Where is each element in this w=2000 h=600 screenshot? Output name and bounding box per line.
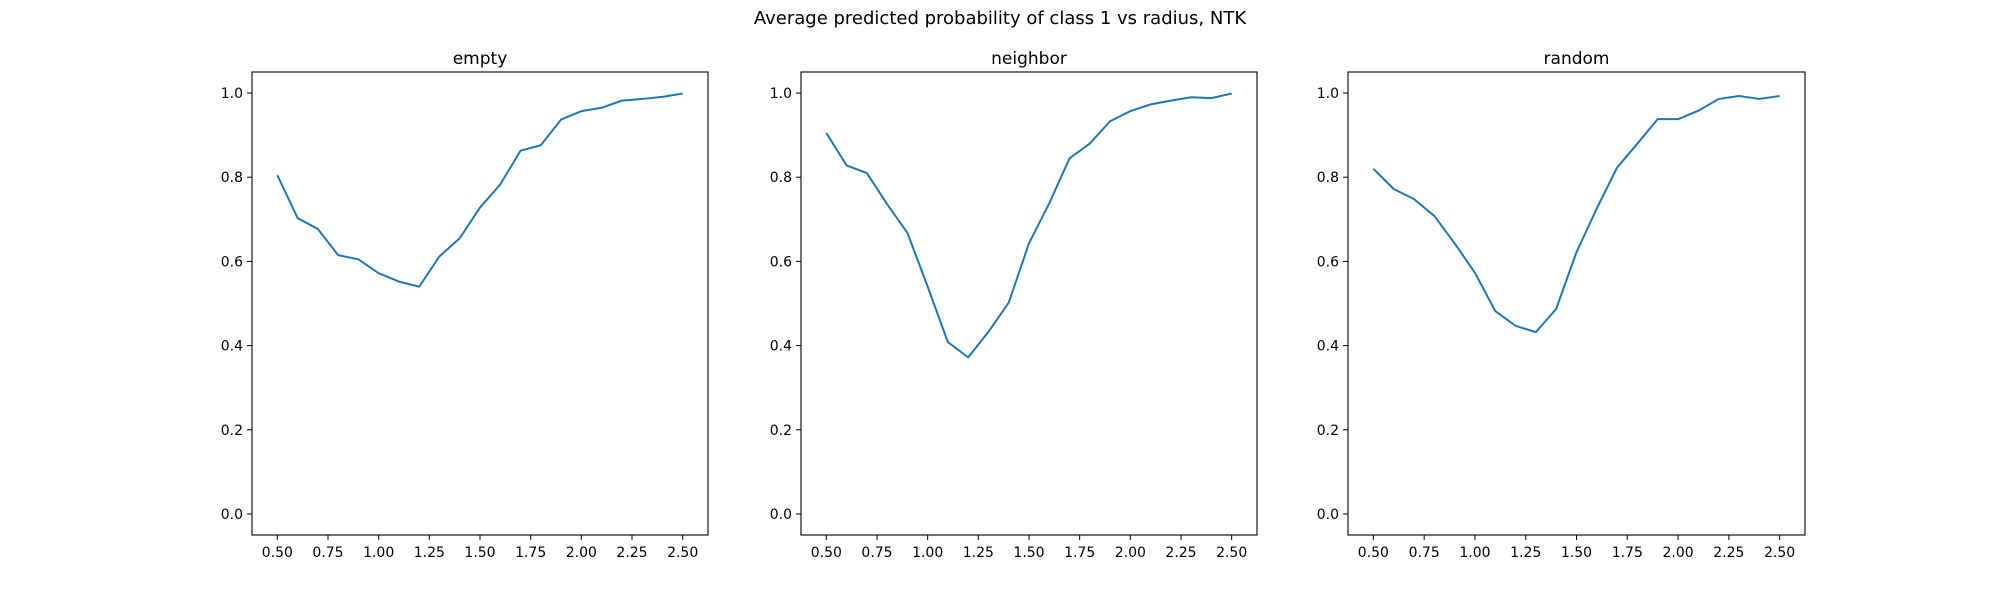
x-tick-label: 0.50	[1358, 545, 1389, 561]
y-tick-label: 0.0	[221, 507, 243, 523]
series-line-random	[1372, 94, 1780, 334]
y-tick-label: 0.4	[1317, 339, 1339, 355]
figure-suptitle: Average predicted probability of class 1…	[753, 8, 1247, 29]
y-tick-label: 0.4	[221, 339, 243, 355]
x-tick-label: 1.00	[1459, 545, 1490, 561]
x-tick-label: 2.50	[667, 545, 698, 561]
y-tick-label: 0.0	[770, 507, 792, 523]
x-tick-label: 2.00	[566, 545, 597, 561]
x-tick-label: 0.75	[861, 545, 892, 561]
y-tick-label: 0.2	[770, 423, 792, 439]
x-tick-label: 2.00	[1115, 545, 1146, 561]
x-tick-label: 2.50	[1764, 545, 1795, 561]
y-tick-label: 1.0	[1317, 86, 1339, 102]
x-tick-label: 1.75	[1064, 545, 1095, 561]
x-tick-label: 2.00	[1662, 545, 1693, 561]
axes-frame	[1347, 71, 1806, 536]
x-tick-label: 1.25	[414, 545, 445, 561]
y-tick-label: 0.6	[1317, 254, 1339, 270]
x-tick-label: 2.25	[1713, 545, 1744, 561]
subplot-title: random	[1544, 49, 1610, 69]
x-tick-label: 0.75	[1409, 545, 1440, 561]
y-tick-label: 0.8	[770, 170, 792, 186]
y-tick-label: 0.0	[1317, 507, 1339, 523]
subplot-random: random 0.50 0.75 1.00 1.25 1.50 1.75 2.00 2.25 2…	[1317, 49, 1806, 561]
x-tick-label: 0.50	[262, 545, 293, 561]
y-tick-label: 0.4	[770, 339, 792, 355]
x-tick-label: 1.25	[1510, 545, 1541, 561]
subplot-title: neighbor	[991, 49, 1067, 69]
y-tick-label: 1.0	[770, 86, 792, 102]
x-tick-label: 1.75	[515, 545, 546, 561]
axes-frame	[251, 71, 709, 536]
x-tick-label: 1.00	[363, 545, 394, 561]
series-line-empty	[276, 92, 683, 288]
y-tick-label: 0.2	[221, 423, 243, 439]
x-tick-label: 2.25	[616, 545, 647, 561]
y-tick-label: 0.2	[1317, 423, 1339, 439]
y-tick-label: 0.6	[770, 254, 792, 270]
y-tick-label: 0.6	[221, 254, 243, 270]
x-tick-label: 2.25	[1165, 545, 1196, 561]
x-tick-label: 0.50	[811, 545, 842, 561]
x-tick-label: 1.50	[464, 545, 495, 561]
y-tick-label: 0.8	[221, 170, 243, 186]
x-tick-label: 1.75	[1612, 545, 1643, 561]
subplot-neighbor: neighbor 0.50 0.75 1.00 1.25 1.50 1.75 2.00 2.2…	[770, 49, 1258, 561]
x-tick-label: 1.25	[963, 545, 994, 561]
y-tick-label: 1.0	[221, 86, 243, 102]
x-tick-label: 2.50	[1216, 545, 1247, 561]
x-tick-label: 1.50	[1013, 545, 1044, 561]
axes-frame	[800, 71, 1258, 536]
subplot-title: empty	[453, 49, 508, 69]
series-line-neighbor	[825, 92, 1232, 359]
y-tick-label: 0.8	[1317, 170, 1339, 186]
x-tick-label: 0.75	[312, 545, 343, 561]
x-tick-label: 1.00	[912, 545, 943, 561]
subplot-empty: empty 0.50 0.75 1.00 1.25 1.50 1.75 2.00 2.25 2.…	[221, 49, 709, 561]
x-tick-label: 1.50	[1561, 545, 1592, 561]
